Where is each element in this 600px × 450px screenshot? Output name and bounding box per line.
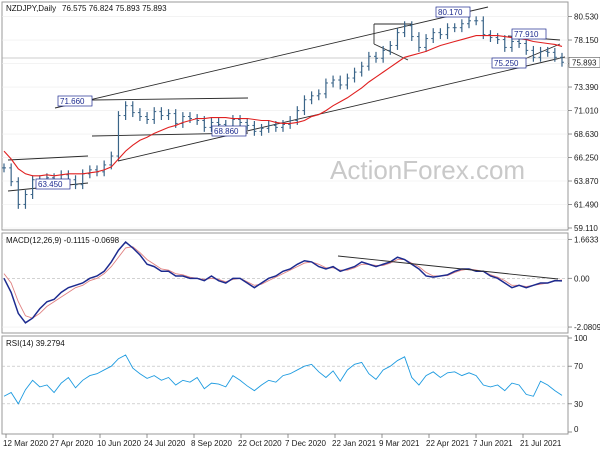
x-tick-label: 10 Jun 2020 bbox=[97, 439, 142, 448]
x-tick-label: 22 Apr 2021 bbox=[426, 439, 470, 448]
price-tick-label: 73.390 bbox=[574, 83, 599, 92]
x-tick-label: 21 Jul 2021 bbox=[520, 439, 562, 448]
price-y-axis: 80.53078.15075.77073.39071.01068.63066.2… bbox=[568, 13, 600, 233]
macd-tick-label: 1.6633 bbox=[574, 235, 599, 244]
macd-tick-label: 0.00 bbox=[574, 274, 590, 283]
macd-title: MACD(12,26,9) -0.1115 -0.0698 bbox=[6, 236, 120, 245]
x-tick-label: 7 Jun 2021 bbox=[473, 439, 513, 448]
x-tick-label: 9 Mar 2021 bbox=[379, 439, 420, 448]
x-tick-label: 12 Mar 2020 bbox=[3, 439, 48, 448]
price-tick-label: 59.110 bbox=[574, 224, 598, 233]
level-annotation: 77.910 bbox=[514, 30, 539, 39]
watermark: ActionForex.com bbox=[330, 155, 525, 185]
price-tick-label: 71.010 bbox=[574, 107, 599, 116]
x-tick-label: 22 Oct 2020 bbox=[238, 439, 282, 448]
level-annotation: 80.170 bbox=[438, 8, 463, 17]
symbol-title: NZDJPY,Daily bbox=[6, 4, 56, 13]
price-tick-label: 63.870 bbox=[574, 177, 599, 186]
price-tick-label: 80.530 bbox=[574, 13, 599, 22]
x-tick-label: 24 Jul 2020 bbox=[144, 439, 186, 448]
x-tick-label: 22 Jan 2021 bbox=[332, 439, 377, 448]
macd-tick-label: -2.0809 bbox=[574, 323, 600, 332]
rsi-tick-label: 0 bbox=[574, 425, 579, 434]
x-tick-label: 8 Sep 2020 bbox=[191, 439, 232, 448]
price-tick-label: 68.630 bbox=[574, 130, 599, 139]
level-annotation: 75.250 bbox=[494, 59, 519, 68]
macd-y-axis: 1.6633 0.00 -2.0809 bbox=[568, 235, 600, 332]
rsi-y-axis: 100 70 30 0 bbox=[568, 334, 588, 434]
price-tick-label: 78.150 bbox=[574, 36, 599, 45]
rsi-tick-label: 30 bbox=[574, 400, 583, 409]
level-annotation: 63.450 bbox=[38, 180, 63, 189]
ohlc-readout: 76.575 76.824 75.893 75.893 bbox=[62, 4, 167, 13]
current-price-label: 75.893 bbox=[572, 58, 597, 67]
price-tick-label: 61.490 bbox=[574, 201, 599, 210]
x-axis: 12 Mar 2020 27 Apr 2020 10 Jun 2020 24 Jul … bbox=[3, 434, 562, 448]
price-tick-label: 66.250 bbox=[574, 154, 599, 163]
level-annotation: 71.660 bbox=[60, 97, 85, 106]
rsi-tick-label: 100 bbox=[574, 334, 588, 343]
rsi-tick-label: 70 bbox=[574, 362, 583, 371]
rsi-title: RSI(14) 39.2794 bbox=[6, 339, 65, 348]
x-tick-label: 7 Dec 2020 bbox=[285, 439, 326, 448]
level-annotation: 68.860 bbox=[214, 127, 239, 136]
x-tick-label: 27 Apr 2020 bbox=[50, 439, 94, 448]
price-header: NZDJPY,Daily 76.575 76.824 75.893 75.893 bbox=[6, 4, 167, 13]
